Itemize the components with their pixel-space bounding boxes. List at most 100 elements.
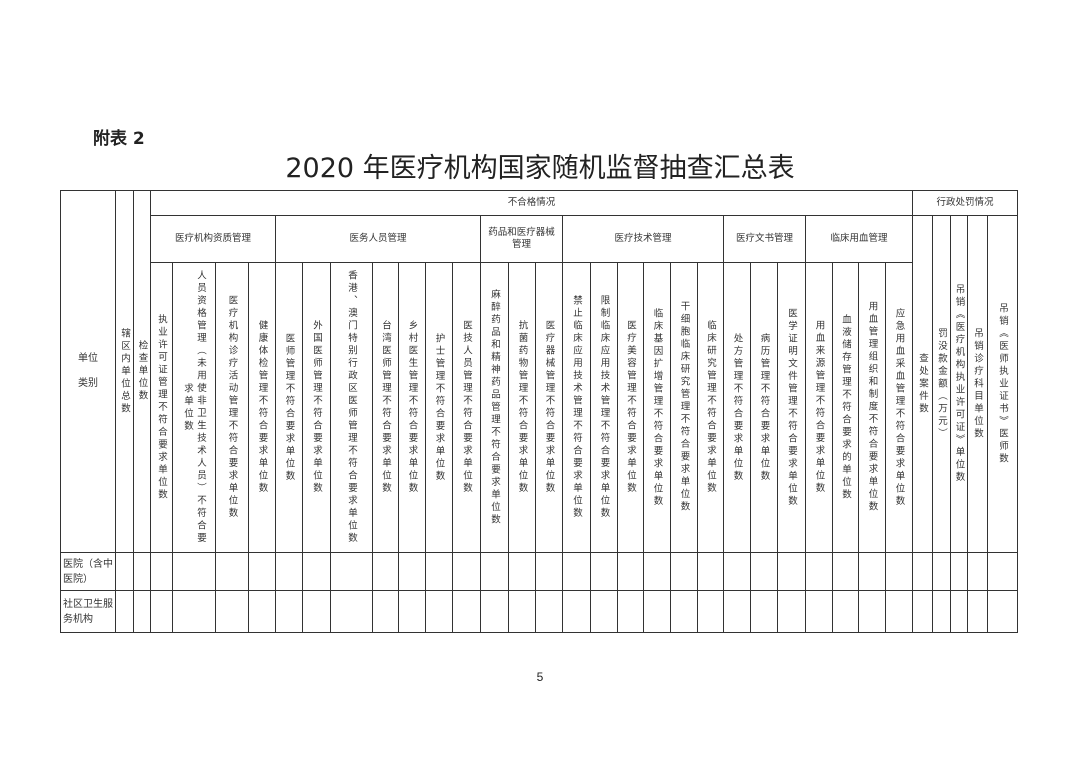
- column-header: 用血管理组织和制度不符合要求单位数: [858, 262, 886, 553]
- column-header-label: 抗菌药物管理不符合要求单位数: [516, 320, 528, 495]
- column-header: 医疗器械管理不符合要求单位数: [535, 262, 563, 553]
- data-cell[interactable]: [330, 590, 373, 633]
- data-cell[interactable]: [480, 552, 509, 591]
- data-cell[interactable]: [215, 590, 249, 633]
- row-label: 社区卫生服务机构: [60, 590, 116, 633]
- column-header-label: 病历管理不符合要求单位数: [758, 332, 770, 483]
- data-cell[interactable]: [172, 552, 216, 591]
- column-header: 医疗美容管理不符合要求单位数: [617, 262, 644, 553]
- data-cell[interactable]: [248, 552, 276, 591]
- data-cell[interactable]: [986, 590, 1019, 633]
- data-cell[interactable]: [858, 590, 886, 633]
- data-cell[interactable]: [248, 590, 276, 633]
- data-cell[interactable]: [302, 590, 331, 633]
- data-cell[interactable]: [372, 552, 399, 591]
- data-cell[interactable]: [115, 552, 134, 591]
- data-cell[interactable]: [562, 552, 591, 591]
- data-cell[interactable]: [590, 590, 618, 633]
- data-cell[interactable]: [697, 552, 724, 591]
- column-header-label: 医师管理不符合要求单位数: [283, 332, 295, 483]
- data-cell[interactable]: [832, 590, 859, 633]
- column-header: 临床研究管理不符合要求单位数: [697, 262, 724, 553]
- data-cell[interactable]: [777, 552, 806, 591]
- column-header: 麻醉药品和精神药品管理不符合要求单位数: [480, 262, 509, 553]
- data-cell[interactable]: [885, 590, 913, 633]
- column-header: 医学证明文件管理不符合要求单位数: [777, 262, 806, 553]
- column-header: 处方管理不符合要求单位数: [723, 262, 751, 553]
- column-header-label: 乡村医生管理不符合要求单位数: [406, 320, 418, 495]
- data-cell[interactable]: [670, 552, 698, 591]
- data-cell[interactable]: [330, 552, 373, 591]
- data-cell[interactable]: [617, 552, 644, 591]
- table-row: 医院（含中医院）: [60, 552, 1019, 591]
- data-cell[interactable]: [425, 552, 453, 591]
- data-cell[interactable]: [133, 590, 151, 633]
- data-cell[interactable]: [912, 590, 933, 633]
- column-header-label: 执业许可证管理不符合要求单位数: [156, 313, 167, 502]
- column-header: 应急用血采血管理不符合要求单位数: [885, 262, 913, 553]
- data-cell[interactable]: [535, 552, 563, 591]
- column-header: 抗菌药物管理不符合要求单位数: [508, 262, 536, 553]
- column-header: 限制临床应用技术管理不符合要求单位数: [590, 262, 618, 553]
- data-cell[interactable]: [967, 590, 988, 633]
- data-cell[interactable]: [508, 552, 536, 591]
- column-header: 台湾医师管理不符合要求单位数: [372, 262, 399, 553]
- data-cell[interactable]: [133, 552, 151, 591]
- column-header: 临床基因扩增管理不符合要求单位数: [643, 262, 671, 553]
- data-cell[interactable]: [777, 590, 806, 633]
- data-cell[interactable]: [535, 590, 563, 633]
- data-cell[interactable]: [805, 590, 833, 633]
- data-cell[interactable]: [398, 590, 426, 633]
- data-cell[interactable]: [723, 552, 751, 591]
- data-cell[interactable]: [932, 590, 951, 633]
- data-cell[interactable]: [750, 552, 778, 591]
- column-header-label: 医学证明文件管理不符合要求单位数: [786, 307, 797, 508]
- data-cell[interactable]: [590, 552, 618, 591]
- data-cell[interactable]: [302, 552, 331, 591]
- data-cell[interactable]: [150, 590, 173, 633]
- data-cell[interactable]: [275, 590, 303, 633]
- data-cell[interactable]: [697, 590, 724, 633]
- data-cell[interactable]: [562, 590, 591, 633]
- data-cell[interactable]: [832, 552, 859, 591]
- data-cell[interactable]: [115, 590, 134, 633]
- column-header-label: 血液储存管理不符合要求的单位数: [840, 313, 851, 502]
- column-header: 用血来源管理不符合要求单位数: [805, 262, 833, 553]
- column-header: 病历管理不符合要求单位数: [750, 262, 778, 553]
- data-cell[interactable]: [617, 590, 644, 633]
- column-header-label: 医技人员管理不符合要求单位数: [461, 320, 472, 495]
- data-cell[interactable]: [643, 552, 671, 591]
- data-cell[interactable]: [425, 590, 453, 633]
- data-cell[interactable]: [398, 552, 426, 591]
- penalty-column-label: 罚没款金额（万元）: [936, 327, 947, 441]
- nonconforming-header: 不合格情况: [150, 190, 913, 216]
- data-cell[interactable]: [723, 590, 751, 633]
- total-units-header: 辖区内单位总数: [115, 190, 134, 553]
- data-cell[interactable]: [372, 590, 399, 633]
- column-header-label: 临床研究管理不符合要求单位数: [705, 320, 716, 495]
- data-cell[interactable]: [750, 590, 778, 633]
- data-cell[interactable]: [932, 552, 951, 591]
- data-cell[interactable]: [885, 552, 913, 591]
- data-cell[interactable]: [215, 552, 249, 591]
- group-header: 医疗文书管理: [723, 215, 806, 263]
- data-cell[interactable]: [452, 590, 481, 633]
- data-cell[interactable]: [950, 590, 968, 633]
- data-cell[interactable]: [508, 590, 536, 633]
- data-cell[interactable]: [805, 552, 833, 591]
- data-cell[interactable]: [912, 552, 933, 591]
- data-cell[interactable]: [950, 552, 968, 591]
- data-cell[interactable]: [670, 590, 698, 633]
- data-cell[interactable]: [643, 590, 671, 633]
- data-cell[interactable]: [275, 552, 303, 591]
- column-header: 医疗机构诊疗活动管理不符合要求单位数: [215, 262, 249, 553]
- data-cell[interactable]: [480, 590, 509, 633]
- data-cell[interactable]: [858, 552, 886, 591]
- data-cell[interactable]: [986, 552, 1019, 591]
- penalty-column-label: 吊销《医疗机构执业许可证》单位数: [953, 284, 965, 484]
- data-cell[interactable]: [150, 552, 173, 591]
- column-header: 医技人员管理不符合要求单位数: [452, 262, 481, 553]
- data-cell[interactable]: [452, 552, 481, 591]
- data-cell[interactable]: [172, 590, 216, 633]
- data-cell[interactable]: [967, 552, 988, 591]
